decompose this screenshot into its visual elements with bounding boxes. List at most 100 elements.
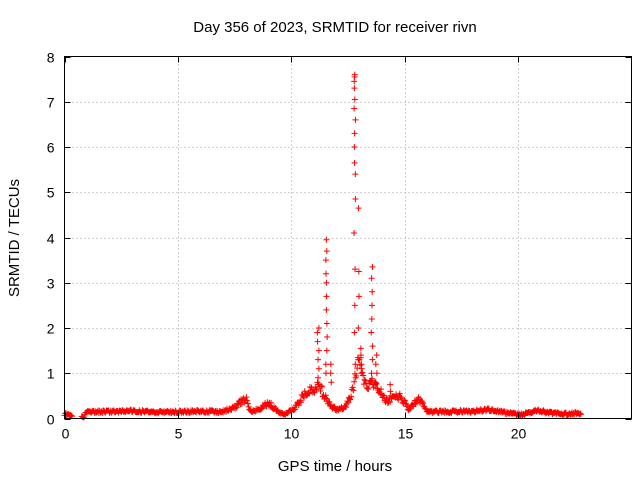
data-point — [323, 248, 330, 255]
data-point — [317, 388, 324, 395]
data-point — [323, 347, 330, 354]
data-point — [577, 410, 584, 417]
data-point — [351, 71, 358, 78]
data-point — [355, 205, 362, 212]
x-tick-label: 0 — [62, 426, 70, 442]
data-point — [577, 411, 584, 418]
y-tick-label: 0 — [47, 412, 55, 428]
data-point — [311, 389, 318, 396]
data-point — [368, 302, 375, 309]
data-point — [347, 396, 354, 403]
data-point — [292, 406, 299, 413]
data-point — [365, 386, 372, 393]
data-point — [393, 391, 400, 398]
data-point — [357, 345, 364, 352]
data-point — [351, 329, 358, 336]
data-point — [387, 381, 394, 388]
data-point — [315, 365, 322, 372]
data-point — [315, 325, 322, 331]
data-point — [352, 171, 359, 178]
data-point — [369, 343, 376, 350]
data-point — [348, 393, 355, 400]
data-point — [322, 392, 329, 399]
y-axis-label: SRMTID / TECUs — [6, 179, 23, 297]
data-point — [420, 400, 427, 407]
data-point — [372, 379, 379, 386]
data-point — [322, 257, 329, 264]
data-point — [327, 370, 334, 377]
data-point — [369, 288, 376, 295]
data-point — [323, 320, 330, 327]
data-point — [352, 196, 359, 203]
data-point — [314, 338, 321, 345]
data-point — [368, 275, 375, 282]
data-point — [315, 356, 322, 363]
data-point — [358, 361, 365, 368]
data-point — [396, 390, 403, 397]
data-point — [385, 399, 392, 406]
data-point — [326, 398, 333, 405]
data-point — [351, 144, 358, 150]
data-point — [357, 362, 364, 369]
data-point — [305, 390, 312, 397]
data-point — [363, 380, 370, 387]
data-point — [324, 334, 331, 341]
data-point — [244, 400, 251, 407]
data-point — [351, 159, 358, 166]
data-point — [402, 400, 409, 407]
data-point — [419, 399, 426, 406]
data-point — [243, 394, 250, 401]
data-point — [352, 266, 359, 273]
data-point — [369, 263, 376, 270]
data-point — [361, 376, 368, 383]
plot-frame — [64, 56, 632, 419]
y-tick-label: 7 — [47, 95, 55, 111]
data-point — [323, 395, 330, 402]
data-point — [363, 384, 370, 391]
data-point — [244, 397, 251, 404]
y-tick-label: 6 — [47, 140, 55, 156]
data-point — [351, 302, 358, 309]
data-point — [397, 393, 404, 400]
data-point — [318, 383, 325, 390]
y-tick-label: 8 — [47, 50, 55, 66]
data-point — [315, 374, 322, 381]
data-point — [387, 398, 394, 405]
data-point — [372, 361, 379, 368]
data-point — [327, 361, 334, 368]
data-point — [301, 394, 308, 401]
data-point — [387, 388, 394, 395]
data-point — [352, 361, 359, 368]
data-point — [355, 325, 362, 331]
data-point — [351, 85, 358, 92]
data-point — [368, 315, 375, 322]
data-point — [373, 370, 380, 377]
data-point — [351, 96, 358, 103]
data-point — [355, 356, 362, 363]
data-point — [298, 399, 305, 406]
data-point — [257, 406, 264, 413]
x-tick-label: 10 — [284, 426, 300, 442]
data-point — [328, 379, 335, 386]
data-point — [351, 105, 358, 112]
data-point — [306, 390, 313, 397]
data-point — [323, 306, 330, 313]
data-point — [312, 386, 319, 393]
y-tick-label: 3 — [47, 276, 55, 292]
data-point — [357, 352, 364, 359]
data-point — [233, 404, 240, 411]
chart-title: Day 356 of 2023, SRMTID for receiver riv… — [193, 19, 476, 36]
data-point — [295, 402, 302, 409]
axis-ticks: 0 5 10 15 20 0 1 2 3 4 5 6 7 8 — [47, 50, 632, 442]
data-point — [323, 236, 330, 243]
data-point — [323, 293, 330, 300]
data-point — [355, 268, 362, 275]
data-point — [401, 397, 408, 404]
data-point — [381, 392, 388, 399]
y-tick-label: 1 — [47, 366, 55, 382]
data-point — [369, 356, 376, 363]
x-tick-label: 5 — [175, 426, 183, 442]
data-point — [290, 407, 297, 414]
data-point — [359, 369, 366, 376]
